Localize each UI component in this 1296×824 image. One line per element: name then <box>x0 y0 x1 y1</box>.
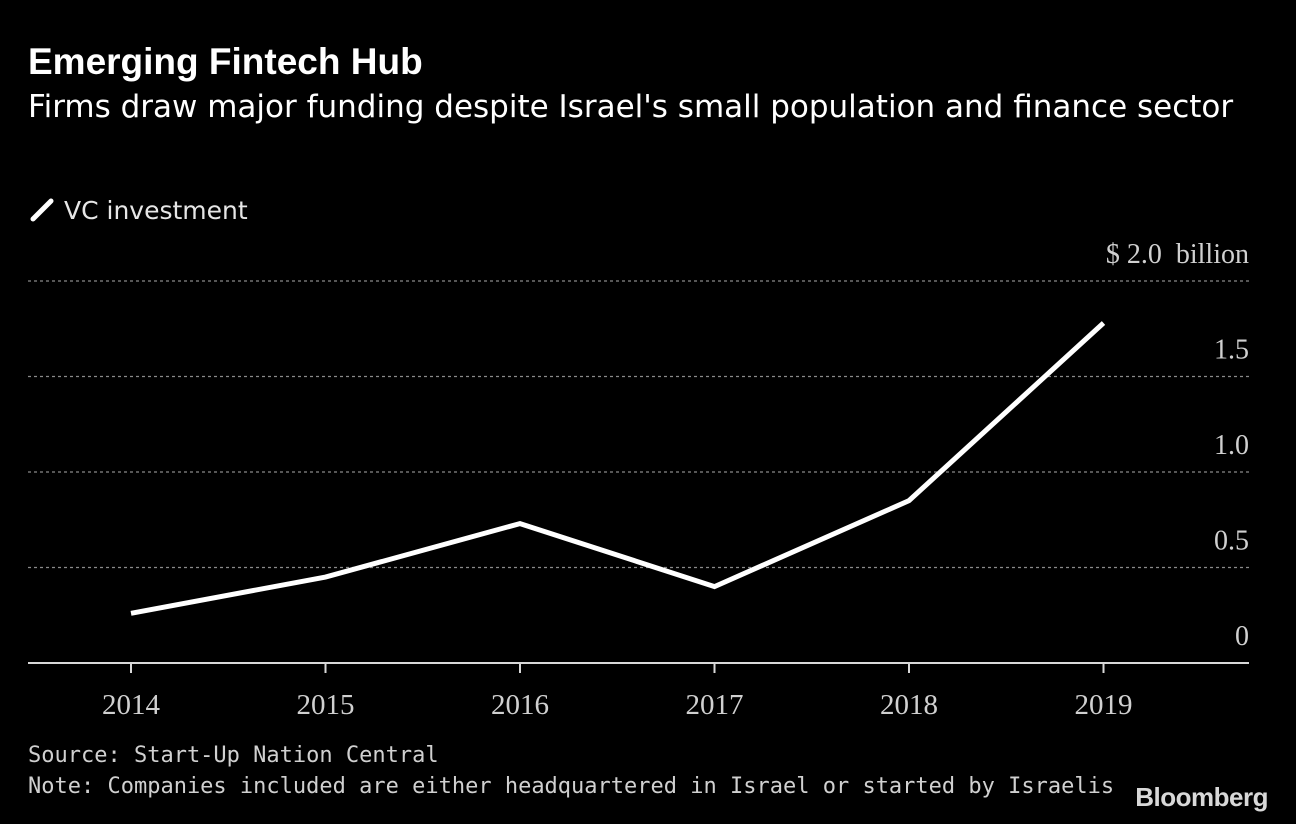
series-layer <box>130 321 1106 616</box>
y-tick-label: 0 <box>1235 621 1249 652</box>
chart-subtitle: Firms draw major funding despite Israel'… <box>28 89 1234 125</box>
x-axis: 2014 2015 2016 2017 2018 2019 <box>28 662 1249 721</box>
y-tick-label: 0.5 <box>1214 526 1249 557</box>
legend-label: VC investment <box>64 195 248 225</box>
legend-line-swatch-icon <box>30 198 54 222</box>
y-tick-label: 1.5 <box>1214 335 1249 366</box>
chart-title: Emerging Fintech Hub <box>28 41 423 82</box>
y-axis-ticks: 0 0.5 1.0 1.5 $ 2.0 billion <box>1106 239 1249 652</box>
x-tick-label: 2016 <box>491 689 549 721</box>
footnote: Note: Companies included are either head… <box>28 774 1115 799</box>
gridlines <box>28 280 1249 569</box>
x-tick-label: 2017 <box>686 689 744 721</box>
x-tick-label: 2019 <box>1075 689 1133 721</box>
x-tick-label: 2014 <box>102 689 161 721</box>
y-tick-label: $ 2.0 billion <box>1106 239 1249 270</box>
x-tick-label: 2015 <box>297 689 355 721</box>
brand-logo: Bloomberg <box>1135 782 1268 812</box>
legend: VC investment <box>30 193 248 227</box>
series-line-vc-investment <box>130 321 1106 616</box>
y-tick-label: 1.0 <box>1214 430 1249 461</box>
footer: Source: Start-Up Nation Central Note: Co… <box>28 740 1114 802</box>
source-note: Source: Start-Up Nation Central <box>28 743 439 768</box>
x-tick-label: 2018 <box>880 689 938 721</box>
